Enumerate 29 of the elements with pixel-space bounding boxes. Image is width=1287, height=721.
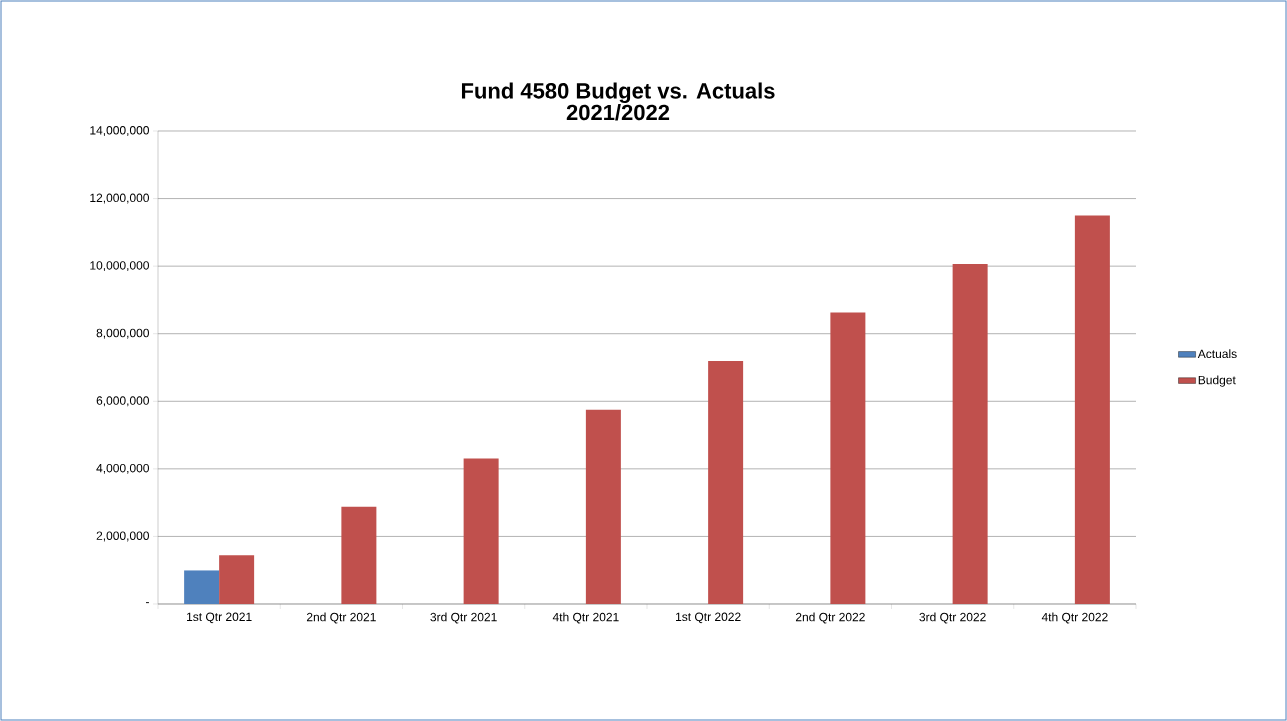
x-tick-label: 4th Qtr 2021 — [552, 612, 619, 624]
bar — [708, 361, 744, 604]
x-tick-label: 4th Qtr 2022 — [1041, 612, 1108, 624]
bar — [341, 506, 377, 604]
y-tick-label: 12,000,000 — [90, 193, 149, 204]
x-tick-label: 3rd Qtr 2021 — [430, 612, 497, 624]
bar — [830, 312, 866, 604]
x-tick-label: 1st Qtr 2021 — [187, 612, 252, 624]
bar — [952, 264, 988, 604]
bar — [463, 458, 499, 604]
y-tick-label: 8,000,000 — [96, 328, 149, 339]
chart-title: Fund 4580 Budget vs. Actuals — [461, 82, 775, 104]
bar — [184, 570, 220, 604]
y-tick-label: 4,000,000 — [96, 463, 149, 474]
bar — [1074, 215, 1110, 604]
y-tick-label: - — [146, 602, 149, 604]
x-tick-label: 3rd Qtr 2022 — [919, 612, 986, 624]
y-tick-label: 6,000,000 — [96, 396, 149, 407]
bar — [585, 409, 621, 604]
y-tick-label: 10,000,000 — [90, 261, 149, 272]
x-tick-label: 2nd Qtr 2021 — [306, 612, 376, 624]
x-tick-label: 2nd Qtr 2022 — [795, 612, 865, 624]
y-tick-label: 2,000,000 — [96, 531, 149, 542]
chart-subtitle: 2021/2022 — [566, 104, 670, 121]
y-tick-label: 14,000,000 — [90, 126, 149, 136]
x-tick-label: 1st Qtr 2022 — [676, 612, 741, 624]
bar — [219, 555, 255, 604]
legend-label: Actuals — [1197, 349, 1237, 359]
legend-label: Budget — [1198, 375, 1236, 387]
